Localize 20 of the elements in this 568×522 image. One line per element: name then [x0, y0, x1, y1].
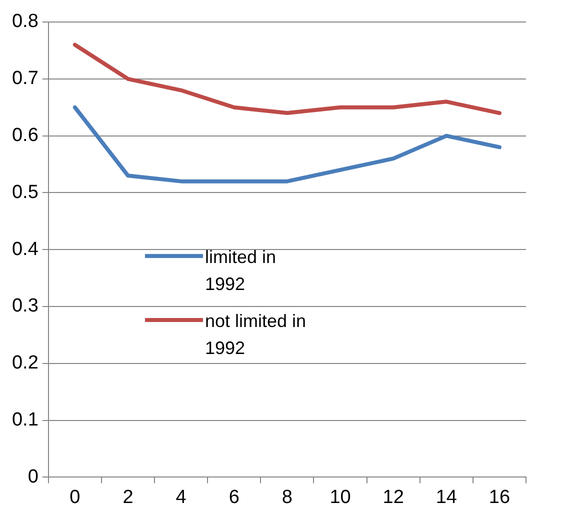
- x-tick-label: 6: [228, 486, 240, 508]
- x-tick-label: 14: [436, 486, 458, 508]
- y-tick-label: 0.7: [12, 68, 38, 90]
- x-tick-label: 4: [176, 486, 187, 508]
- x-tick-label: 12: [382, 486, 404, 508]
- y-tick-label: 0: [28, 466, 38, 488]
- y-tick-label: 0.8: [12, 11, 38, 32]
- x-tick-label: 10: [330, 486, 351, 508]
- x-tick-label: 16: [488, 486, 510, 508]
- x-tick-label: 2: [122, 486, 134, 508]
- legend-label: not limited in 1992: [205, 310, 308, 360]
- y-tick-label: 0.4: [12, 238, 39, 260]
- y-tick-label: 0.5: [12, 182, 38, 203]
- legend-label: limited in 1992: [205, 246, 278, 296]
- y-tick-label: 0.2: [12, 352, 38, 374]
- y-tick-label: 0.6: [12, 125, 38, 146]
- x-tick-label: 8: [282, 486, 292, 508]
- y-tick-label: 0.1: [12, 410, 38, 431]
- x-tick-label: 0: [70, 486, 80, 508]
- y-tick-label: 0.3: [12, 296, 38, 317]
